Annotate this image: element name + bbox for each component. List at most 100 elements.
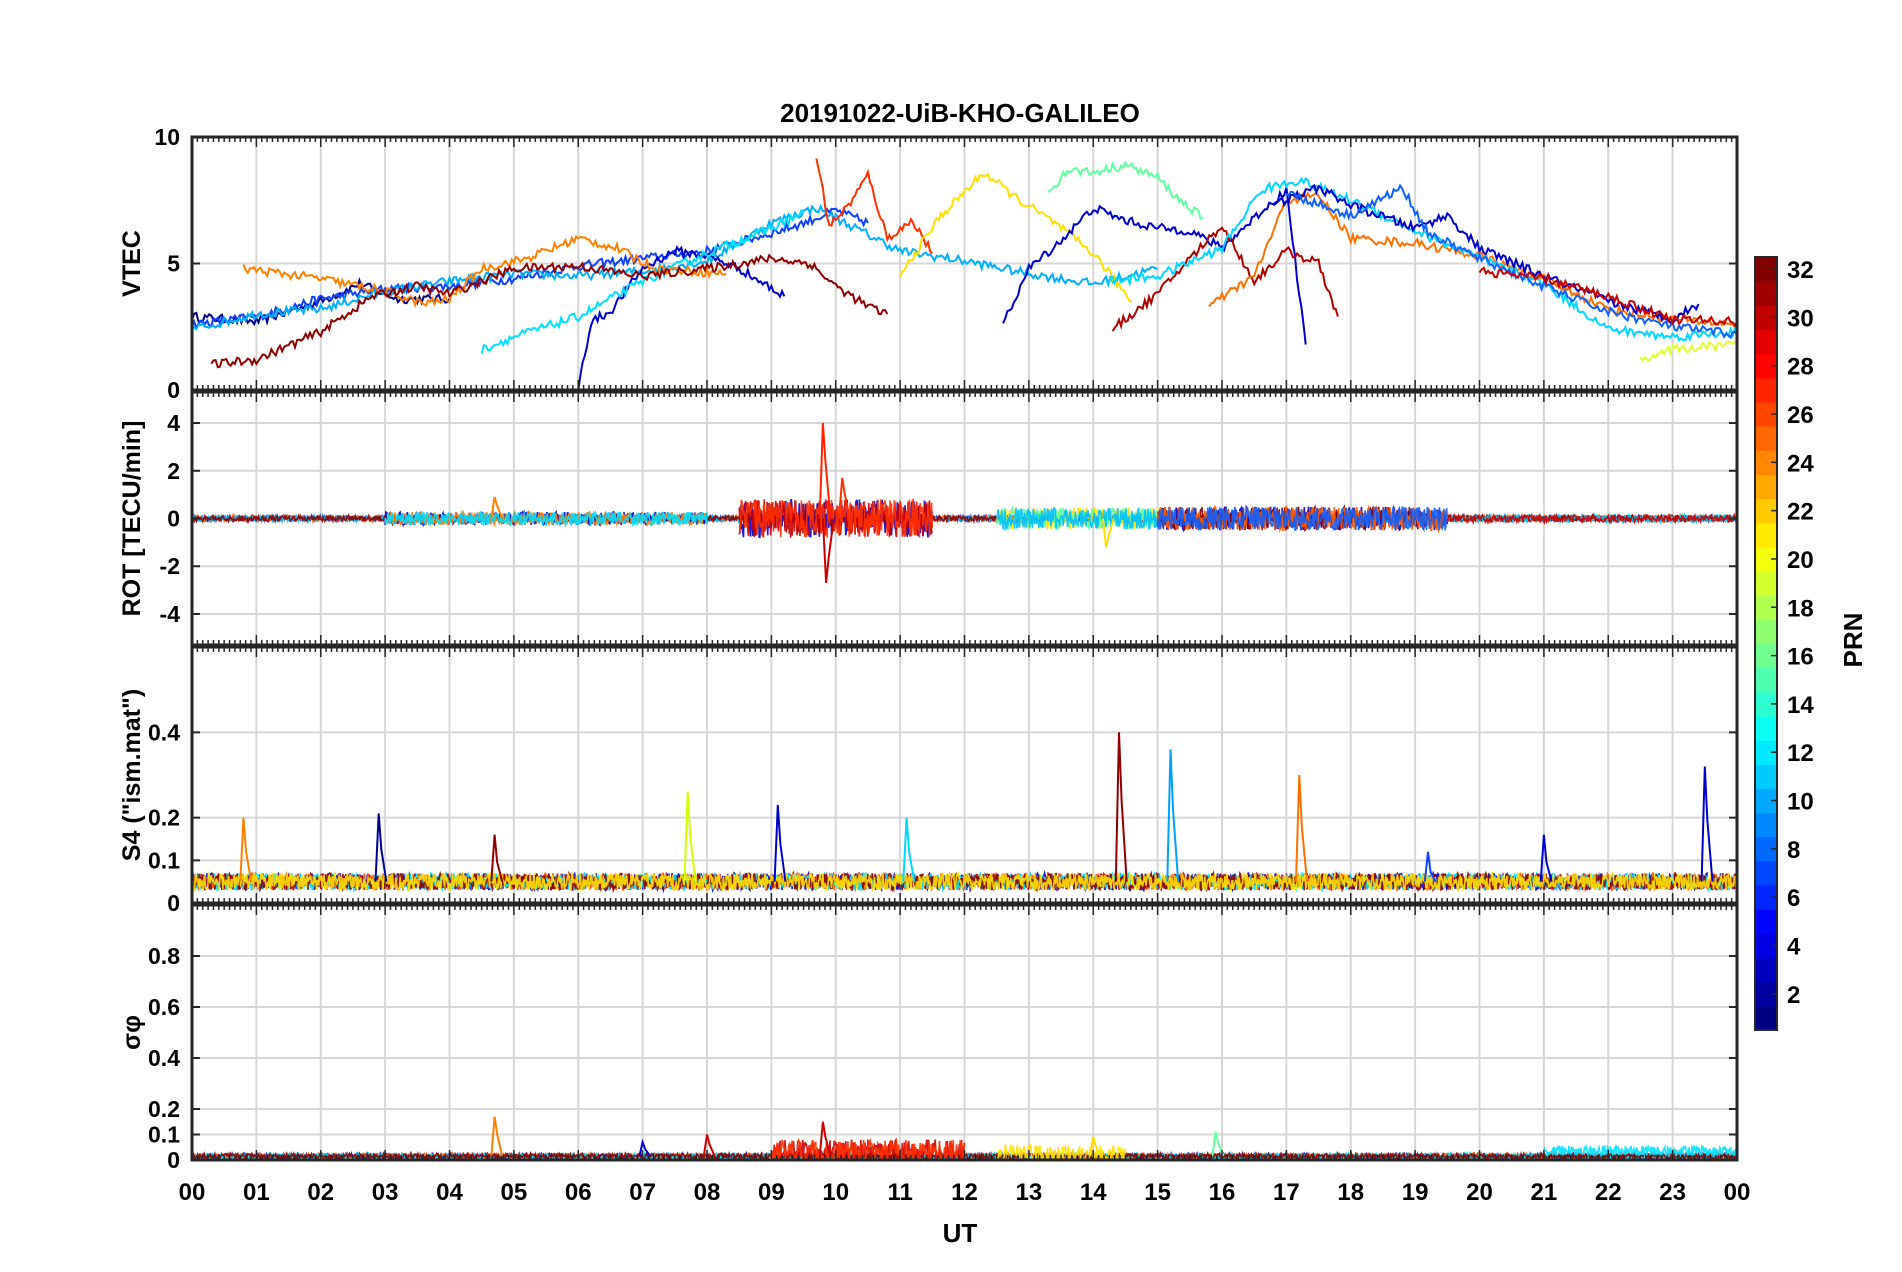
colorbar-segment	[1755, 885, 1777, 910]
colorbar-segment	[1755, 860, 1777, 886]
y-tick-label: -2	[160, 553, 180, 579]
colorbar-segment	[1755, 498, 1777, 524]
series-spike	[239, 817, 253, 882]
colorbar-segment	[1755, 426, 1777, 451]
series-line	[384, 509, 708, 528]
y-tick-label: 0.8	[148, 943, 180, 969]
x-tick-label: 17	[1273, 1179, 1300, 1206]
colorbar-tick-label: 16	[1787, 644, 1814, 671]
x-tick-label: 07	[629, 1179, 656, 1206]
series-line	[192, 207, 869, 331]
y-tick-label: 4	[167, 410, 180, 436]
series-spike	[1114, 732, 1128, 882]
y-axis-label: ROT [TECU/min]	[118, 421, 146, 617]
series-spike	[818, 422, 832, 519]
colorbar-segment	[1755, 812, 1777, 838]
colorbar-segment	[1755, 281, 1777, 306]
colorbar-segment	[1755, 740, 1777, 765]
x-tick-label: 05	[501, 1179, 528, 1206]
x-tick-label: 09	[758, 1179, 785, 1206]
plot-area	[192, 732, 1737, 894]
colorbar-tick-label: 10	[1787, 789, 1814, 816]
y-tick-label: 0.4	[148, 1045, 180, 1071]
colorbar-frame	[1754, 256, 1778, 1031]
series-line	[1111, 226, 1339, 332]
series-spike	[702, 1134, 716, 1157]
colorbar-tick-label: 14	[1787, 692, 1814, 719]
y-tick-label: 2	[167, 458, 180, 484]
series-spike	[1295, 774, 1308, 882]
colorbar-segment	[1755, 305, 1777, 331]
colorbar-tick-label: 26	[1787, 402, 1814, 429]
series-spike	[1101, 518, 1115, 548]
colorbar-tick-label: 4	[1787, 933, 1801, 960]
series-spike	[818, 1121, 832, 1157]
colorbar-segment	[1755, 981, 1777, 1007]
colorbar-tick-label: 2	[1787, 982, 1800, 1009]
colorbar-tick-label: 24	[1787, 450, 1814, 477]
y-tick-label: 0	[167, 890, 180, 916]
colorbar-segment	[1755, 957, 1777, 983]
y-tick-label: 5	[167, 251, 180, 277]
chart-title: 20191022-UiB-KHO-GALILEO	[780, 98, 1140, 128]
series-line	[192, 870, 1737, 893]
colorbar-tick-label: 32	[1787, 257, 1814, 284]
y-tick-label: 10	[154, 124, 180, 150]
colorbar-segment	[1755, 643, 1777, 669]
y-tick-label: -4	[160, 601, 181, 627]
series-spike	[683, 792, 697, 882]
x-tick-label: 16	[1209, 1179, 1236, 1206]
x-tick-label: 22	[1595, 1179, 1622, 1206]
x-tick-label: 13	[1016, 1179, 1043, 1206]
colorbar-segment	[1755, 377, 1777, 403]
y-axis-label: σφ	[118, 1015, 146, 1050]
y-tick-label: 0.2	[148, 805, 180, 831]
sigma-phi-panel: 00.10.2 0.4 0.6 0.8 σφ	[118, 903, 1739, 1173]
colorbar-segment	[1755, 1005, 1777, 1031]
series-line	[1047, 160, 1204, 220]
series-line	[1478, 266, 1737, 328]
series-line	[1543, 1143, 1737, 1159]
x-tick-label: 08	[694, 1179, 721, 1206]
y-tick-label: 0.4	[148, 719, 180, 745]
series-spike	[1166, 749, 1180, 882]
x-axis-label: UT	[943, 1218, 978, 1248]
colorbar-segment	[1755, 764, 1777, 790]
x-tick-label: 03	[372, 1179, 399, 1206]
colorbar-segment	[1755, 836, 1777, 862]
x-tick-label: 12	[951, 1179, 978, 1206]
series-spike	[1700, 766, 1714, 882]
series-spike	[490, 496, 504, 519]
x-tick-label: 10	[822, 1179, 849, 1206]
colorbar-label: PRN	[1838, 613, 1868, 668]
colorbar-segment	[1755, 667, 1777, 693]
plot-area	[192, 422, 1737, 584]
s4-panel: 0 0.1 0.2 0.4S4 ("ism.mat")	[118, 645, 1739, 916]
colorbar-segment	[1755, 329, 1777, 355]
y-axis-label: VTEC	[118, 230, 146, 297]
y-tick-label: 0.1	[148, 847, 180, 873]
series-line	[1002, 187, 1307, 345]
colorbar-segment	[1755, 933, 1777, 959]
colorbar-segment	[1755, 909, 1777, 934]
series-spike	[490, 1116, 504, 1157]
colorbar-tick-label: 6	[1787, 885, 1800, 912]
colorbar-segment	[1755, 715, 1777, 741]
colorbar-segment	[1755, 401, 1777, 427]
series-line	[242, 235, 727, 309]
series-line	[1639, 340, 1737, 363]
series-spike	[1423, 851, 1437, 883]
y-tick-label: 0.2	[148, 1096, 180, 1122]
y-tick-label: 0.1	[148, 1122, 180, 1148]
x-tick-label: 02	[307, 1179, 334, 1206]
x-tick-label: 21	[1531, 1179, 1558, 1206]
series-spike	[902, 817, 916, 882]
x-tick-label: 19	[1402, 1179, 1429, 1206]
series-spike	[490, 834, 504, 882]
x-tick-label: 00	[1724, 1179, 1751, 1206]
series-spike	[1539, 834, 1553, 882]
y-tick-label: 0	[167, 1147, 180, 1173]
colorbar-segment	[1755, 788, 1777, 814]
series-line	[480, 208, 805, 354]
colorbar-segment	[1755, 619, 1777, 645]
